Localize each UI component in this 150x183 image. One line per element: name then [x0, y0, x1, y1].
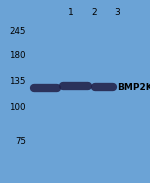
Text: 100: 100	[9, 102, 26, 111]
Text: 3: 3	[114, 8, 120, 17]
Text: 1: 1	[68, 8, 73, 17]
Text: 135: 135	[9, 77, 26, 87]
Text: 180: 180	[9, 51, 26, 59]
Text: 245: 245	[9, 27, 26, 36]
Text: 2: 2	[92, 8, 97, 17]
Text: BMP2K: BMP2K	[117, 83, 150, 92]
Text: 75: 75	[15, 137, 26, 147]
